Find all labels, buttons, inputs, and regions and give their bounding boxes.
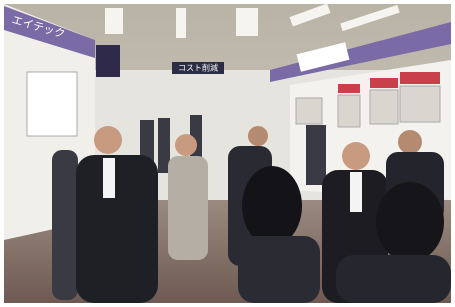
head bbox=[175, 134, 197, 156]
head bbox=[94, 126, 122, 154]
head bbox=[376, 182, 444, 262]
suit bbox=[76, 155, 158, 303]
exhibition-photo: エイテック コスト削減 bbox=[0, 0, 455, 307]
light bbox=[105, 8, 123, 34]
light bbox=[236, 8, 258, 36]
coat bbox=[238, 236, 320, 303]
poster bbox=[338, 95, 360, 127]
booth-number-sign bbox=[96, 45, 120, 77]
suit bbox=[336, 255, 451, 303]
head bbox=[342, 142, 370, 170]
poster-header bbox=[370, 78, 398, 88]
body bbox=[168, 156, 208, 260]
person bbox=[306, 125, 326, 185]
poster bbox=[400, 86, 440, 122]
poster bbox=[296, 98, 322, 124]
banner-text: コスト削減 bbox=[178, 63, 218, 73]
poster bbox=[27, 72, 77, 136]
hair bbox=[242, 166, 302, 246]
head bbox=[398, 130, 422, 154]
page: {"photo": {"signs": {"left_booth": "エイテッ… bbox=[0, 0, 455, 307]
shirt bbox=[103, 158, 115, 198]
poster-header bbox=[338, 84, 360, 93]
shirt bbox=[350, 172, 362, 212]
light bbox=[176, 8, 186, 38]
poster-header bbox=[400, 72, 440, 84]
head bbox=[248, 126, 268, 146]
poster bbox=[370, 90, 398, 124]
person bbox=[52, 150, 78, 300]
